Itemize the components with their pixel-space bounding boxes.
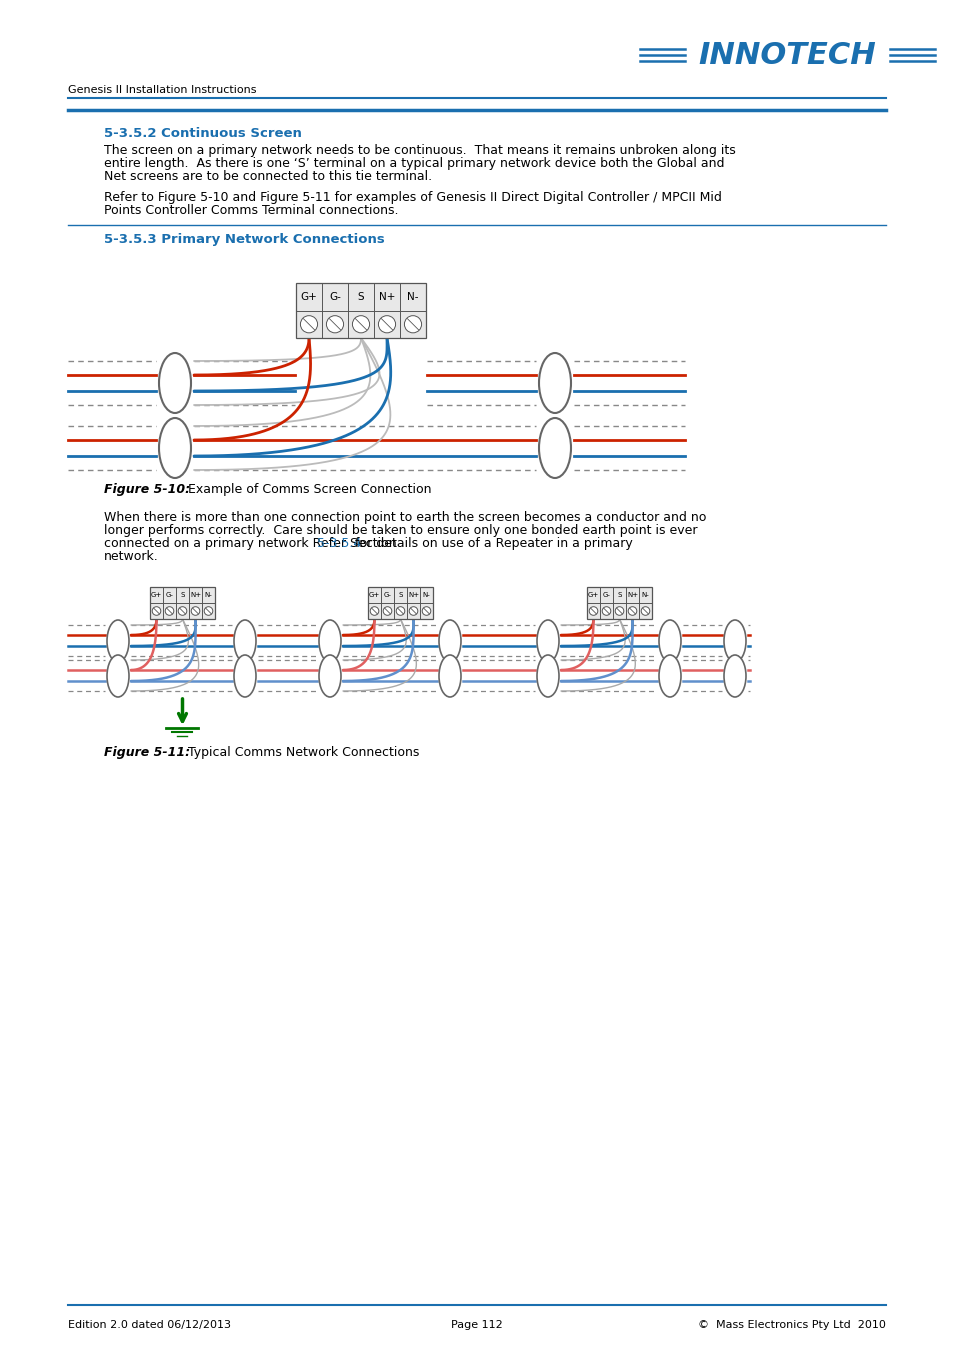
Bar [295, 284, 426, 338]
Circle shape [178, 606, 187, 616]
Text: S: S [180, 593, 185, 598]
Text: Edition 2.0 dated 06/12/2013: Edition 2.0 dated 06/12/2013 [68, 1320, 231, 1330]
Text: Example of Comms Screen Connection: Example of Comms Screen Connection [175, 483, 431, 495]
Ellipse shape [723, 620, 745, 661]
Text: When there is more than one connection point to earth the screen becomes a condu: When there is more than one connection p… [104, 512, 705, 524]
Circle shape [152, 606, 161, 616]
Text: G-: G- [602, 593, 610, 598]
Text: G-: G- [329, 292, 340, 302]
Ellipse shape [318, 655, 340, 697]
Circle shape [352, 316, 369, 333]
Text: Figure 5-11:: Figure 5-11: [104, 747, 190, 759]
Circle shape [589, 606, 598, 616]
Ellipse shape [537, 655, 558, 697]
Text: N+: N+ [190, 593, 201, 598]
Text: N-: N- [204, 593, 213, 598]
Text: Points Controller Comms Terminal connections.: Points Controller Comms Terminal connect… [104, 204, 398, 217]
Ellipse shape [438, 620, 460, 661]
Circle shape [395, 606, 404, 616]
Circle shape [191, 606, 199, 616]
Text: Typical Comms Network Connections: Typical Comms Network Connections [175, 747, 419, 759]
Text: G+: G+ [587, 593, 598, 598]
Text: Figure 5-10:: Figure 5-10: [104, 483, 190, 495]
Text: INNOTECH: INNOTECH [698, 40, 875, 69]
Text: N+: N+ [408, 593, 418, 598]
Text: Page 112: Page 112 [451, 1320, 502, 1330]
Bar [150, 587, 214, 620]
Circle shape [404, 316, 421, 333]
Circle shape [601, 606, 610, 616]
Text: network.: network. [104, 549, 158, 563]
Ellipse shape [723, 655, 745, 697]
Ellipse shape [107, 655, 129, 697]
Text: N+: N+ [626, 593, 638, 598]
Ellipse shape [659, 620, 680, 661]
Text: S: S [617, 593, 621, 598]
Text: Genesis II Installation Instructions: Genesis II Installation Instructions [68, 85, 256, 94]
Circle shape [326, 316, 343, 333]
Bar [586, 587, 651, 620]
Circle shape [204, 606, 213, 616]
Text: Refer to Figure 5-10 and Figure 5-11 for examples of Genesis II Direct Digital C: Refer to Figure 5-10 and Figure 5-11 for… [104, 190, 721, 204]
Text: S: S [357, 292, 364, 302]
Text: 5-3.5.2 Continuous Screen: 5-3.5.2 Continuous Screen [104, 127, 301, 140]
Text: N+: N+ [378, 292, 395, 302]
Text: 5-3.5.3 Primary Network Connections: 5-3.5.3 Primary Network Connections [104, 234, 384, 246]
Ellipse shape [438, 655, 460, 697]
Text: entire length.  As there is one ‘S’ terminal on a typical primary network device: entire length. As there is one ‘S’ termi… [104, 157, 723, 170]
Text: Net screens are to be connected to this tie terminal.: Net screens are to be connected to this … [104, 170, 432, 184]
Ellipse shape [538, 418, 571, 478]
Ellipse shape [107, 620, 129, 661]
Text: N-: N- [422, 593, 430, 598]
Circle shape [422, 606, 431, 616]
Ellipse shape [233, 655, 255, 697]
Circle shape [615, 606, 623, 616]
Circle shape [640, 606, 649, 616]
Text: connected on a primary network Refer Section: connected on a primary network Refer Sec… [104, 537, 396, 549]
Text: S: S [398, 593, 402, 598]
Ellipse shape [659, 655, 680, 697]
Ellipse shape [159, 352, 191, 413]
Bar [368, 587, 433, 620]
Text: G+: G+ [300, 292, 317, 302]
Text: G+: G+ [369, 593, 379, 598]
Circle shape [378, 316, 395, 333]
Text: The screen on a primary network needs to be continuous.  That means it remains u: The screen on a primary network needs to… [104, 144, 735, 157]
Text: longer performs correctly.  Care should be taken to ensure only one bonded earth: longer performs correctly. Care should b… [104, 524, 697, 537]
Ellipse shape [159, 418, 191, 478]
Text: ©  Mass Electronics Pty Ltd  2010: © Mass Electronics Pty Ltd 2010 [698, 1320, 885, 1330]
Circle shape [370, 606, 378, 616]
Ellipse shape [318, 620, 340, 661]
Ellipse shape [537, 620, 558, 661]
Text: N-: N- [407, 292, 418, 302]
Circle shape [383, 606, 392, 616]
Text: 5-3.5.4: 5-3.5.4 [317, 537, 361, 549]
Circle shape [300, 316, 317, 333]
Text: G-: G- [383, 593, 391, 598]
Text: N-: N- [641, 593, 649, 598]
Text: for details on use of a Repeater in a primary: for details on use of a Repeater in a pr… [351, 537, 633, 549]
Circle shape [409, 606, 417, 616]
Ellipse shape [538, 352, 571, 413]
Text: G+: G+ [151, 593, 162, 598]
Circle shape [628, 606, 636, 616]
Ellipse shape [233, 620, 255, 661]
Circle shape [165, 606, 173, 616]
Text: G-: G- [166, 593, 173, 598]
